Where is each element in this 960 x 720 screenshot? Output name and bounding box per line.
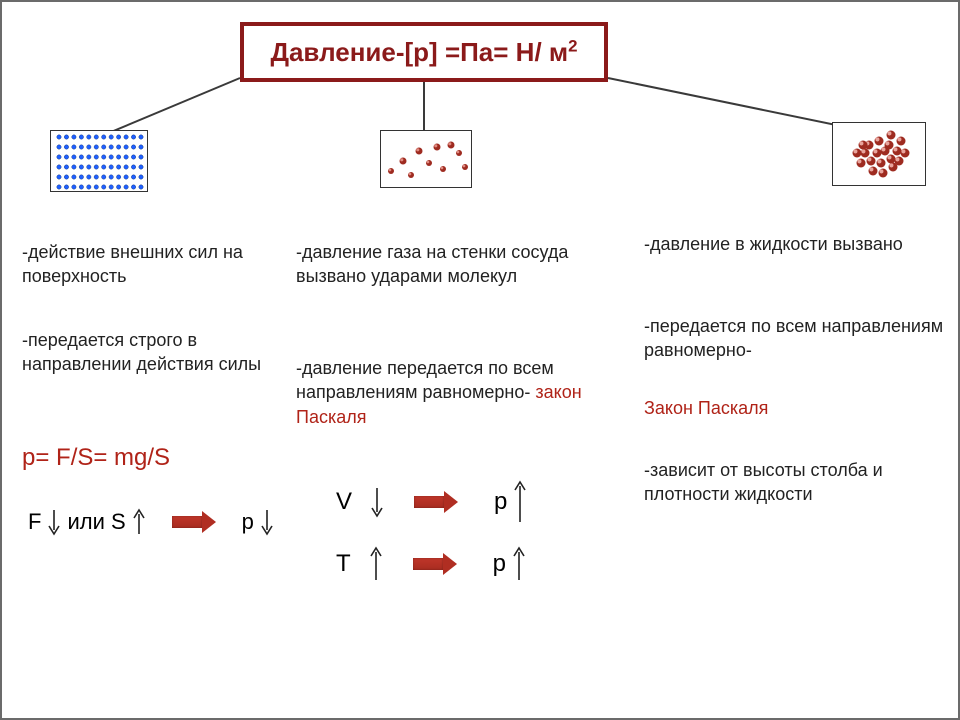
text-line: р= F/S= mg/S	[22, 442, 282, 474]
text-line: -действие внешних сил на поверхность	[22, 240, 282, 289]
gas-state-box	[380, 130, 472, 188]
gas-particles	[381, 131, 473, 189]
text-line: -передается по всем направлениям равноме…	[644, 314, 954, 363]
text-line: -давление газа на стенки сосуда вызвано …	[296, 240, 606, 289]
solid-state-box	[50, 130, 148, 192]
implies-arrow-icon	[413, 553, 457, 575]
text-line: -зависит от высоты столба и плотности жи…	[644, 458, 954, 507]
text-line: -давление в жидкости вызвано	[644, 232, 954, 256]
text-line: Закон Паскаля	[644, 396, 954, 420]
relation-gas-temperature: Тр	[336, 546, 526, 582]
text-line: -давление передается по всем направления…	[296, 356, 606, 429]
title-box: Давление-[р] =Па= Н/ м2	[240, 22, 608, 82]
relation-solid: F или Sр	[28, 508, 274, 536]
title-text: Давление-[р] =Па= Н/ м2	[270, 37, 577, 67]
liquid-particles	[833, 123, 927, 187]
liquid-state-box	[832, 122, 926, 186]
solid-particles	[51, 131, 149, 193]
implies-arrow-icon	[414, 491, 458, 513]
relation-gas-volume: Vр	[336, 480, 527, 524]
implies-arrow-icon	[172, 511, 216, 533]
text-line: -передается строго в направлении действи…	[22, 328, 282, 377]
